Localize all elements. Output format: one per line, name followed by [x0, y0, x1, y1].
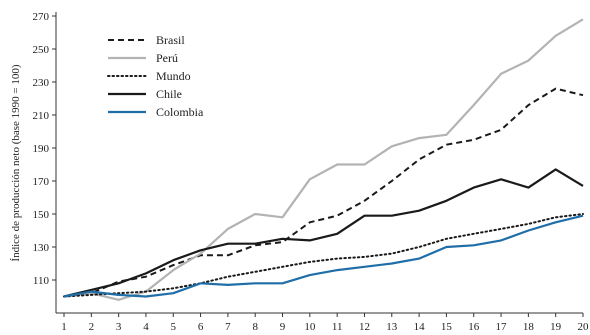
x-tick-label: 14 — [414, 321, 426, 333]
y-tick-label: 170 — [33, 176, 50, 188]
y-tick-label: 150 — [33, 209, 50, 221]
legend-label: Brasil — [156, 33, 185, 47]
x-tick-label: 1 — [61, 321, 67, 333]
x-tick-label: 2 — [89, 321, 95, 333]
y-tick-label: 250 — [33, 44, 50, 56]
series-lines — [63, 18, 584, 301]
series-line-mundo — [63, 213, 584, 298]
y-axis-title: Índice de producción neto (base 1990 = 1… — [10, 64, 22, 261]
x-tick-label: 4 — [143, 321, 149, 333]
x-tick-label: 15 — [441, 321, 453, 333]
series-line-brasil — [63, 87, 584, 298]
x-tick-label: 7 — [225, 321, 231, 333]
x-tick-label: 9 — [280, 321, 286, 333]
legend: Brasil Perú Mundo Chile Colombia — [107, 33, 204, 119]
x-tick-label: 11 — [332, 321, 343, 333]
legend-label: Perú — [156, 51, 178, 65]
series-line-chile — [63, 168, 584, 298]
x-tick-label: 12 — [359, 321, 370, 333]
x-tick-label: 18 — [523, 321, 535, 333]
series-line-colombia — [63, 214, 584, 298]
x-tick-label: 13 — [386, 321, 398, 333]
y-tick-label: 190 — [33, 143, 50, 155]
series-line-per- — [63, 18, 584, 301]
x-tick-label: 6 — [198, 321, 204, 333]
x-tick-label: 17 — [496, 321, 508, 333]
legend-label: Chile — [156, 87, 182, 101]
x-tick-label: 20 — [578, 321, 590, 333]
y-tick-label: 210 — [33, 110, 50, 122]
y-tick-label: 270 — [33, 11, 50, 23]
x-tick-label: 3 — [116, 321, 122, 333]
legend-label: Colombia — [156, 105, 204, 119]
y-tick-label: 110 — [33, 275, 50, 287]
x-tick-label: 19 — [550, 321, 562, 333]
x-tick-label: 8 — [252, 321, 258, 333]
x-tick-label: 5 — [171, 321, 177, 333]
legend-label: Mundo — [156, 69, 191, 83]
x-tick-label: 16 — [468, 321, 480, 333]
y-tick-label: 130 — [33, 242, 50, 254]
y-tick-label: 230 — [33, 77, 50, 89]
x-tick-label: 10 — [304, 321, 316, 333]
